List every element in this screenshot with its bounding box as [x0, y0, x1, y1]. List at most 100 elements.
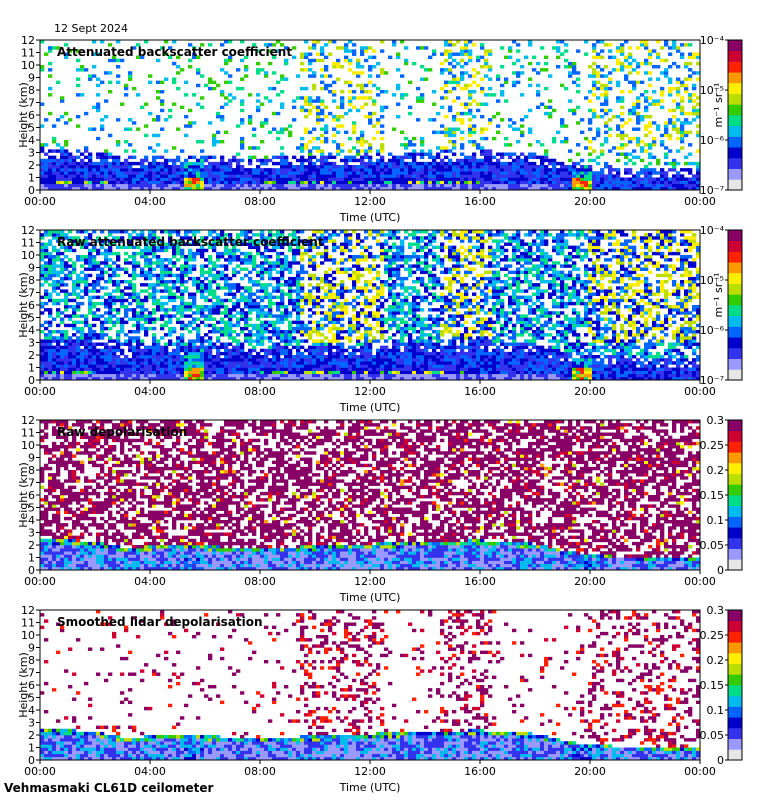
heatmap-cell [360, 251, 365, 256]
heatmap-cell [196, 102, 201, 106]
heatmap-cell [464, 180, 469, 185]
heatmap-cell [180, 168, 185, 172]
heatmap-cell [324, 83, 329, 91]
heatmap-cell [220, 171, 225, 181]
heatmap-cell [268, 99, 273, 103]
heatmap-cell [304, 68, 309, 72]
heatmap-cell [352, 361, 357, 365]
heatmap-cell [692, 174, 697, 178]
heatmap-cell [460, 183, 465, 191]
heatmap-cell [136, 251, 141, 256]
heatmap-cell [448, 165, 453, 172]
heatmap-cell [624, 65, 629, 69]
heatmap-cell [464, 177, 469, 181]
heatmap-cell [192, 174, 197, 178]
heatmap-cell [232, 292, 237, 296]
heatmap-cell [68, 345, 73, 353]
heatmap-cell [496, 152, 501, 156]
heatmap-cell [92, 261, 97, 265]
heatmap-cell [188, 65, 193, 69]
heatmap-cell [568, 174, 573, 178]
heatmap-cell [64, 292, 69, 296]
heatmap-cell [444, 130, 449, 135]
heatmap-cell [308, 308, 313, 312]
heatmap-cell [472, 127, 477, 131]
heatmap-cell [236, 183, 241, 188]
heatmap-cell [60, 99, 65, 103]
heatmap-cell [696, 174, 701, 178]
heatmap-cell [200, 286, 205, 290]
heatmap-cell [684, 43, 689, 47]
heatmap-cell [428, 183, 433, 188]
heatmap-cell [380, 286, 385, 296]
heatmap-cell [348, 323, 353, 328]
heatmap-cell [56, 264, 61, 268]
heatmap-cell [100, 174, 105, 178]
heatmap-cell [388, 258, 393, 265]
heatmap-cell [460, 74, 465, 81]
heatmap-cell [484, 161, 489, 166]
heatmap-cell [340, 301, 345, 309]
heatmap-cell [316, 108, 321, 113]
heatmap-cell [184, 308, 189, 312]
heatmap-cell [128, 295, 133, 300]
heatmap-cell [40, 40, 45, 44]
heatmap-cell [536, 168, 541, 178]
heatmap-cell [184, 183, 189, 188]
heatmap-cell [312, 83, 317, 91]
heatmap-cell [220, 140, 225, 144]
heatmap-cell [224, 248, 229, 253]
heatmap-cell [344, 367, 349, 375]
heatmap-cell [300, 52, 305, 60]
heatmap-cell [308, 351, 313, 356]
heatmap-cell [320, 99, 325, 103]
heatmap-cell [652, 183, 657, 188]
heatmap-cell [40, 242, 45, 246]
heatmap-cell [128, 236, 133, 240]
heatmap-cell [408, 161, 413, 166]
heatmap-cell [324, 367, 329, 375]
heatmap-cell [164, 333, 169, 337]
heatmap-cell [180, 161, 185, 169]
heatmap-cell [400, 373, 405, 378]
heatmap-cell [124, 355, 129, 359]
heatmap-cell [316, 236, 321, 240]
heatmap-cell [204, 361, 209, 371]
heatmap-cell [576, 90, 581, 94]
heatmap-cell [44, 152, 49, 156]
heatmap-cell [352, 286, 357, 290]
heatmap-cell [396, 83, 401, 91]
heatmap-cell [124, 230, 129, 234]
heatmap-cell [620, 118, 625, 122]
heatmap-cell [228, 40, 233, 44]
heatmap-cell [680, 168, 685, 172]
heatmap-cell [112, 165, 117, 169]
heatmap-cell [540, 46, 545, 50]
heatmap-cell [688, 111, 693, 116]
heatmap-cell [448, 180, 453, 185]
heatmap-cell [324, 65, 329, 72]
heatmap-cell [624, 180, 629, 191]
heatmap-cell [276, 361, 281, 371]
heatmap-cell [448, 149, 453, 153]
heatmap-cell [64, 308, 69, 312]
heatmap-cell [684, 168, 689, 172]
heatmap-cell [612, 177, 617, 181]
heatmap-cell [592, 136, 597, 141]
heatmap-cell [156, 283, 161, 287]
heatmap-cell [120, 305, 125, 309]
heatmap-cell [400, 276, 405, 281]
heatmap-cell [84, 255, 89, 259]
heatmap-cell [308, 183, 313, 191]
heatmap-cell [684, 161, 689, 166]
heatmap-cell [296, 301, 301, 306]
heatmap-cell [208, 267, 213, 275]
heatmap-cell [304, 373, 309, 381]
heatmap-cell [104, 351, 109, 356]
heatmap-cell [164, 289, 169, 293]
heatmap-cell [300, 105, 305, 110]
heatmap-cell [404, 276, 409, 281]
heatmap-cell [200, 149, 205, 153]
heatmap-cell [648, 96, 653, 100]
heatmap-cell [532, 68, 537, 72]
